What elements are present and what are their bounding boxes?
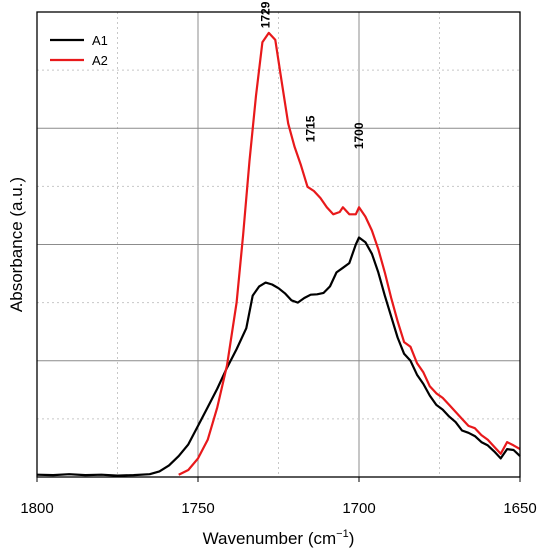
peak-label: 1715	[304, 115, 318, 142]
x-tick-label: 1650	[503, 500, 536, 517]
x-tick-label: 1750	[181, 500, 214, 517]
x-axis-title: Wavenumber (cm−1)	[203, 528, 355, 548]
grid	[37, 12, 520, 477]
x-axis-title-close: )	[349, 529, 355, 548]
x-tick-label: 1800	[20, 500, 53, 517]
series-layer	[36, 31, 521, 477]
y-axis-title: Absorbance (a.u.)	[7, 177, 26, 312]
peak-label: 1729	[259, 1, 273, 28]
x-axis-title-text: Wavenumber (cm	[203, 529, 337, 548]
legend-label: A2	[92, 53, 108, 68]
annotations: 1729 1715 1700	[259, 1, 366, 149]
peak-label: 1700	[352, 122, 366, 149]
x-axis: 1800 1750 1700 1650	[20, 477, 537, 517]
plot-frame	[36, 11, 521, 478]
series-line-a2	[178, 31, 521, 476]
x-axis-title-sup: −1	[336, 528, 349, 540]
legend-label: A1	[92, 33, 108, 48]
x-tick-label: 1700	[342, 500, 375, 517]
series-line-a1	[36, 236, 521, 477]
